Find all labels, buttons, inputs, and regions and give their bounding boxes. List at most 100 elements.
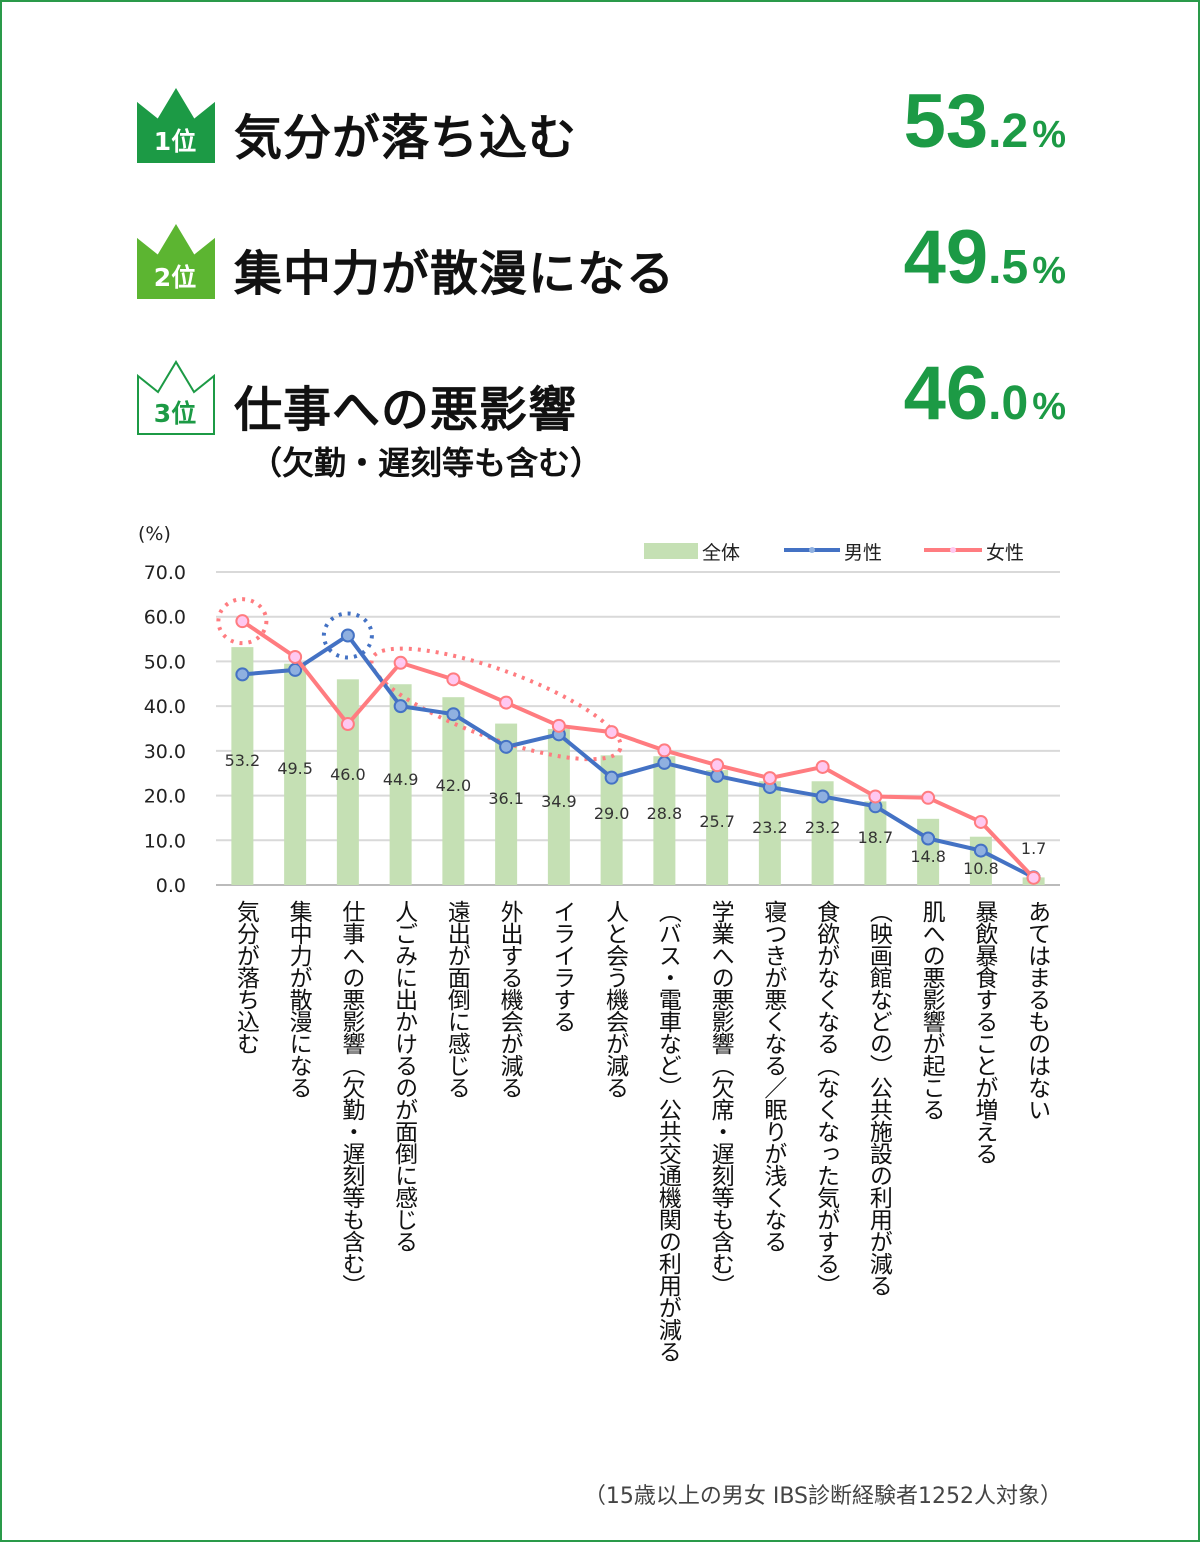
y-tick-label: 30.0 [144, 741, 186, 763]
data-label: 23.2 [752, 818, 788, 837]
y-tick-label: 70.0 [144, 562, 186, 584]
rank-value: 46.0% [903, 351, 1066, 436]
data-label: 28.8 [647, 804, 683, 823]
category-label: 仕事への悪影響（欠勤・遅刻等も含む） [337, 900, 364, 1296]
y-tick-label: 40.0 [144, 696, 186, 718]
legend-label: 全体 [702, 542, 740, 564]
female-point [235, 614, 250, 629]
category-label: 食欲がなくなる（なくなった気がする） [812, 900, 839, 1296]
male-point [815, 789, 830, 804]
bar [653, 756, 676, 885]
female-point [921, 790, 936, 805]
bar [600, 755, 623, 885]
legend-label: 女性 [986, 542, 1024, 564]
category-label: 気分が落ち込む [232, 900, 259, 1054]
y-tick-label: 20.0 [144, 786, 186, 808]
bar [864, 801, 887, 885]
rank-subtitle: （欠勤・遅刻等も含む） [250, 444, 603, 482]
male-point [446, 707, 461, 722]
category-label: （映画館などの）公共施設の利用が減る [865, 900, 892, 1296]
female-point [815, 759, 830, 774]
female-point [499, 695, 514, 710]
bar [442, 697, 465, 885]
category-label: 暴飲暴食することが増える [970, 900, 997, 1164]
bar [336, 679, 359, 885]
highlight-circle [216, 597, 269, 646]
male-point [499, 739, 514, 754]
legend-label: 男性 [844, 542, 882, 564]
male-point [340, 628, 355, 643]
data-label: 14.8 [910, 847, 946, 866]
female-point [288, 649, 303, 664]
female-point [710, 758, 725, 773]
crown-icon [137, 360, 215, 435]
crown-icon [137, 224, 215, 299]
category-label: イライラする [548, 900, 575, 1032]
category-label: 人と会う機会が減る [601, 900, 628, 1098]
rank-2: 2位 集中力が散漫になる 49.5% [136, 215, 1076, 304]
male-point [393, 699, 408, 714]
male-point [235, 667, 250, 682]
rank-label: 2位 [153, 263, 197, 292]
data-label: 29.0 [594, 804, 630, 823]
category-label: 遠出が面倒に感じる [443, 900, 470, 1098]
bar [284, 663, 307, 885]
rank-value: 49.5% [903, 215, 1066, 300]
female-line [241, 619, 1036, 880]
data-label: 46.0 [330, 765, 366, 784]
female-point [551, 718, 566, 733]
bar [811, 781, 834, 885]
male-point [657, 755, 672, 770]
rank-label: 1位 [153, 127, 197, 156]
data-label: 34.9 [541, 792, 577, 811]
data-label: 25.7 [699, 812, 735, 831]
rank-title: 仕事への悪影響 [234, 382, 578, 438]
y-tick-label: 60.0 [144, 607, 186, 629]
bar [495, 723, 518, 885]
male-line [242, 632, 1035, 880]
data-label: 18.7 [858, 828, 894, 847]
category-label: あてはまるものはない [1023, 900, 1050, 1120]
bar [758, 781, 781, 885]
category-label: 学業への悪影響（欠席・遅刻等も含む） [707, 900, 734, 1296]
female-point [446, 672, 461, 687]
legend-swatch-total [644, 543, 698, 559]
data-label: 53.2 [225, 751, 261, 770]
category-label: 集中力が散漫になる [285, 900, 312, 1098]
bar [547, 728, 570, 885]
bar [389, 684, 412, 885]
rank-3: 3位 仕事への悪影響 （欠勤・遅刻等も含む） 46.0% [136, 351, 1076, 482]
category-label: 肌への悪影響が起こる [918, 900, 945, 1120]
category-label: 寝つきが悪くなる／眠りが浅くなる [759, 900, 786, 1252]
data-label: 42.0 [436, 776, 472, 795]
data-label: 23.2 [805, 818, 841, 837]
rank-title: 集中力が散漫になる [234, 246, 676, 302]
female-point [1026, 870, 1041, 885]
chart: (%) 0.0 10.0 20.0 30.0 40.0 50.0 60.0 70.0 53.2 49… [138, 523, 1060, 897]
female-point [604, 725, 619, 740]
data-label: 1.7 [1021, 839, 1046, 858]
data-label: 36.1 [488, 789, 524, 808]
rank-title: 気分が落ち込む [234, 110, 578, 166]
category-label: 人ごみに出かけるのが面倒に感じる [390, 900, 417, 1252]
data-label: 10.8 [963, 859, 999, 878]
female-point [762, 771, 777, 786]
y-tick-label: 50.0 [144, 651, 186, 673]
y-tick-label: 0.0 [156, 875, 186, 897]
legend: 全体 男性 女性 [644, 542, 1024, 564]
male-point [973, 843, 988, 858]
footnote: （15歳以上の男女 IBS診断経験者1252人対象） [583, 1484, 1062, 1509]
legend-marker [809, 547, 815, 553]
female-point [657, 743, 672, 758]
data-label: 49.5 [277, 759, 313, 778]
category-label: （バス・電車など）公共交通機関の利用が減る [654, 900, 681, 1362]
bar [706, 770, 729, 885]
rank-value: 53.2% [903, 79, 1066, 164]
data-label: 44.9 [383, 770, 419, 789]
category-label: 外出する機会が減る [496, 900, 523, 1098]
y-axis-unit: (%) [138, 523, 171, 545]
female-point [340, 717, 355, 732]
highlight-ellipse [369, 646, 623, 762]
female-point [868, 789, 883, 804]
rank-1: 1位 気分が落ち込む 53.2% [136, 79, 1076, 168]
